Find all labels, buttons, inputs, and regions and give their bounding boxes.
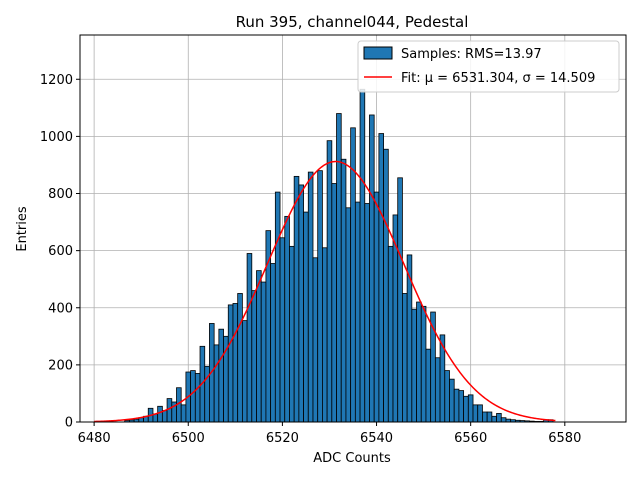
histogram-bar: [500, 417, 507, 423]
histogram-bar: [482, 411, 488, 423]
histogram-bar: [397, 177, 403, 423]
histogram-bar: [402, 293, 408, 423]
fit-curve: [94, 160, 556, 423]
histogram-bar: [157, 405, 163, 423]
histogram-bar: [303, 211, 309, 423]
histogram-bar: [213, 344, 220, 423]
plot-frame: [79, 34, 627, 423]
histogram-bar: [241, 320, 248, 423]
histogram-bar: [256, 270, 262, 423]
histogram-bar: [232, 303, 239, 423]
histogram-bar: [284, 215, 290, 423]
histogram-bar: [190, 370, 196, 423]
histogram-bar: [298, 184, 304, 423]
x-tick-label: 6560: [454, 431, 487, 446]
histogram-bar: [289, 245, 295, 423]
histogram-bar: [463, 395, 469, 423]
histogram-bar: [373, 191, 380, 423]
histogram-bar: [491, 415, 497, 423]
y-tick-label: 400: [48, 301, 73, 316]
histogram-bar: [434, 357, 441, 423]
histogram-bar: [274, 191, 281, 423]
legend-histogram-swatch: [363, 46, 393, 60]
histogram-bar: [369, 114, 375, 423]
x-axis-label: ADC Counts: [313, 451, 391, 466]
histogram-bar: [270, 263, 276, 423]
histogram-bar: [317, 170, 323, 423]
histogram-bar: [416, 301, 422, 423]
histogram-bar: [449, 378, 455, 423]
chart-title: Run 395, channel044, Pedestal: [236, 13, 469, 31]
legend-fit-label: Fit: μ = 6531.304, σ = 14.509: [401, 71, 595, 86]
histogram-bar: [378, 133, 384, 423]
histogram-bar: [312, 257, 319, 423]
x-tick-label: 6480: [78, 431, 111, 446]
histogram-bar: [486, 411, 493, 423]
histogram-bar: [251, 290, 257, 423]
histogram-bar: [345, 207, 352, 423]
histogram-bar: [411, 308, 417, 423]
histogram-bar: [260, 281, 267, 423]
histogram-bar: [336, 113, 342, 423]
legend-box: [357, 40, 620, 93]
histogram-bar: [307, 171, 314, 423]
x-tick-label: 6540: [360, 431, 393, 446]
histogram-bar: [359, 88, 366, 423]
histogram-bar: [322, 247, 328, 423]
histogram-bar: [161, 410, 168, 423]
histogram-bar: [227, 304, 234, 423]
histogram-bar: [496, 413, 502, 423]
histogram-bar: [477, 404, 483, 423]
histogram-bar: [194, 373, 201, 423]
legend-histogram-label: Samples: RMS=13.97: [401, 47, 542, 62]
histogram-bar: [444, 370, 450, 423]
histogram-bar: [425, 348, 432, 423]
histogram-bar: [458, 390, 465, 423]
histogram-bar: [340, 158, 347, 423]
legend: Samples: RMS=13.97 Fit: μ = 6531.304, σ …: [357, 40, 620, 93]
histogram-bar: [237, 293, 243, 423]
y-tick-label: 0: [65, 416, 73, 431]
histogram-bar: [420, 305, 427, 423]
y-tick-label: 1200: [40, 73, 73, 88]
histogram-bar: [387, 245, 394, 423]
x-axis: 6480 6500 6520 6540 6560 6580: [78, 422, 581, 446]
histogram-bar: [453, 388, 460, 423]
histogram-bar: [383, 148, 389, 423]
histogram-bar: [364, 203, 370, 423]
x-tick-label: 6500: [172, 431, 205, 446]
histogram-bar: [467, 394, 474, 423]
histogram-bar: [279, 237, 286, 423]
histogram-bar: [166, 398, 173, 423]
histogram-bar: [331, 183, 337, 423]
fit-layer: [94, 160, 556, 423]
histogram-bar: [246, 253, 253, 423]
histogram-bar: [472, 404, 479, 423]
x-tick-label: 6520: [266, 431, 299, 446]
y-axis-label: Entries: [15, 206, 30, 252]
histogram-bar: [218, 328, 224, 423]
y-tick-label: 600: [48, 244, 73, 259]
x-tick-label: 6580: [548, 431, 581, 446]
y-axis: 0 200 400 600 800 1000 1200: [40, 73, 80, 431]
histogram-bar: [326, 140, 333, 423]
y-tick-label: 1000: [40, 130, 73, 145]
y-tick-label: 800: [48, 187, 73, 202]
histogram-bar: [293, 175, 300, 423]
histogram-bar: [354, 201, 361, 423]
y-tick-label: 200: [48, 358, 73, 373]
histogram-bar: [180, 404, 187, 423]
